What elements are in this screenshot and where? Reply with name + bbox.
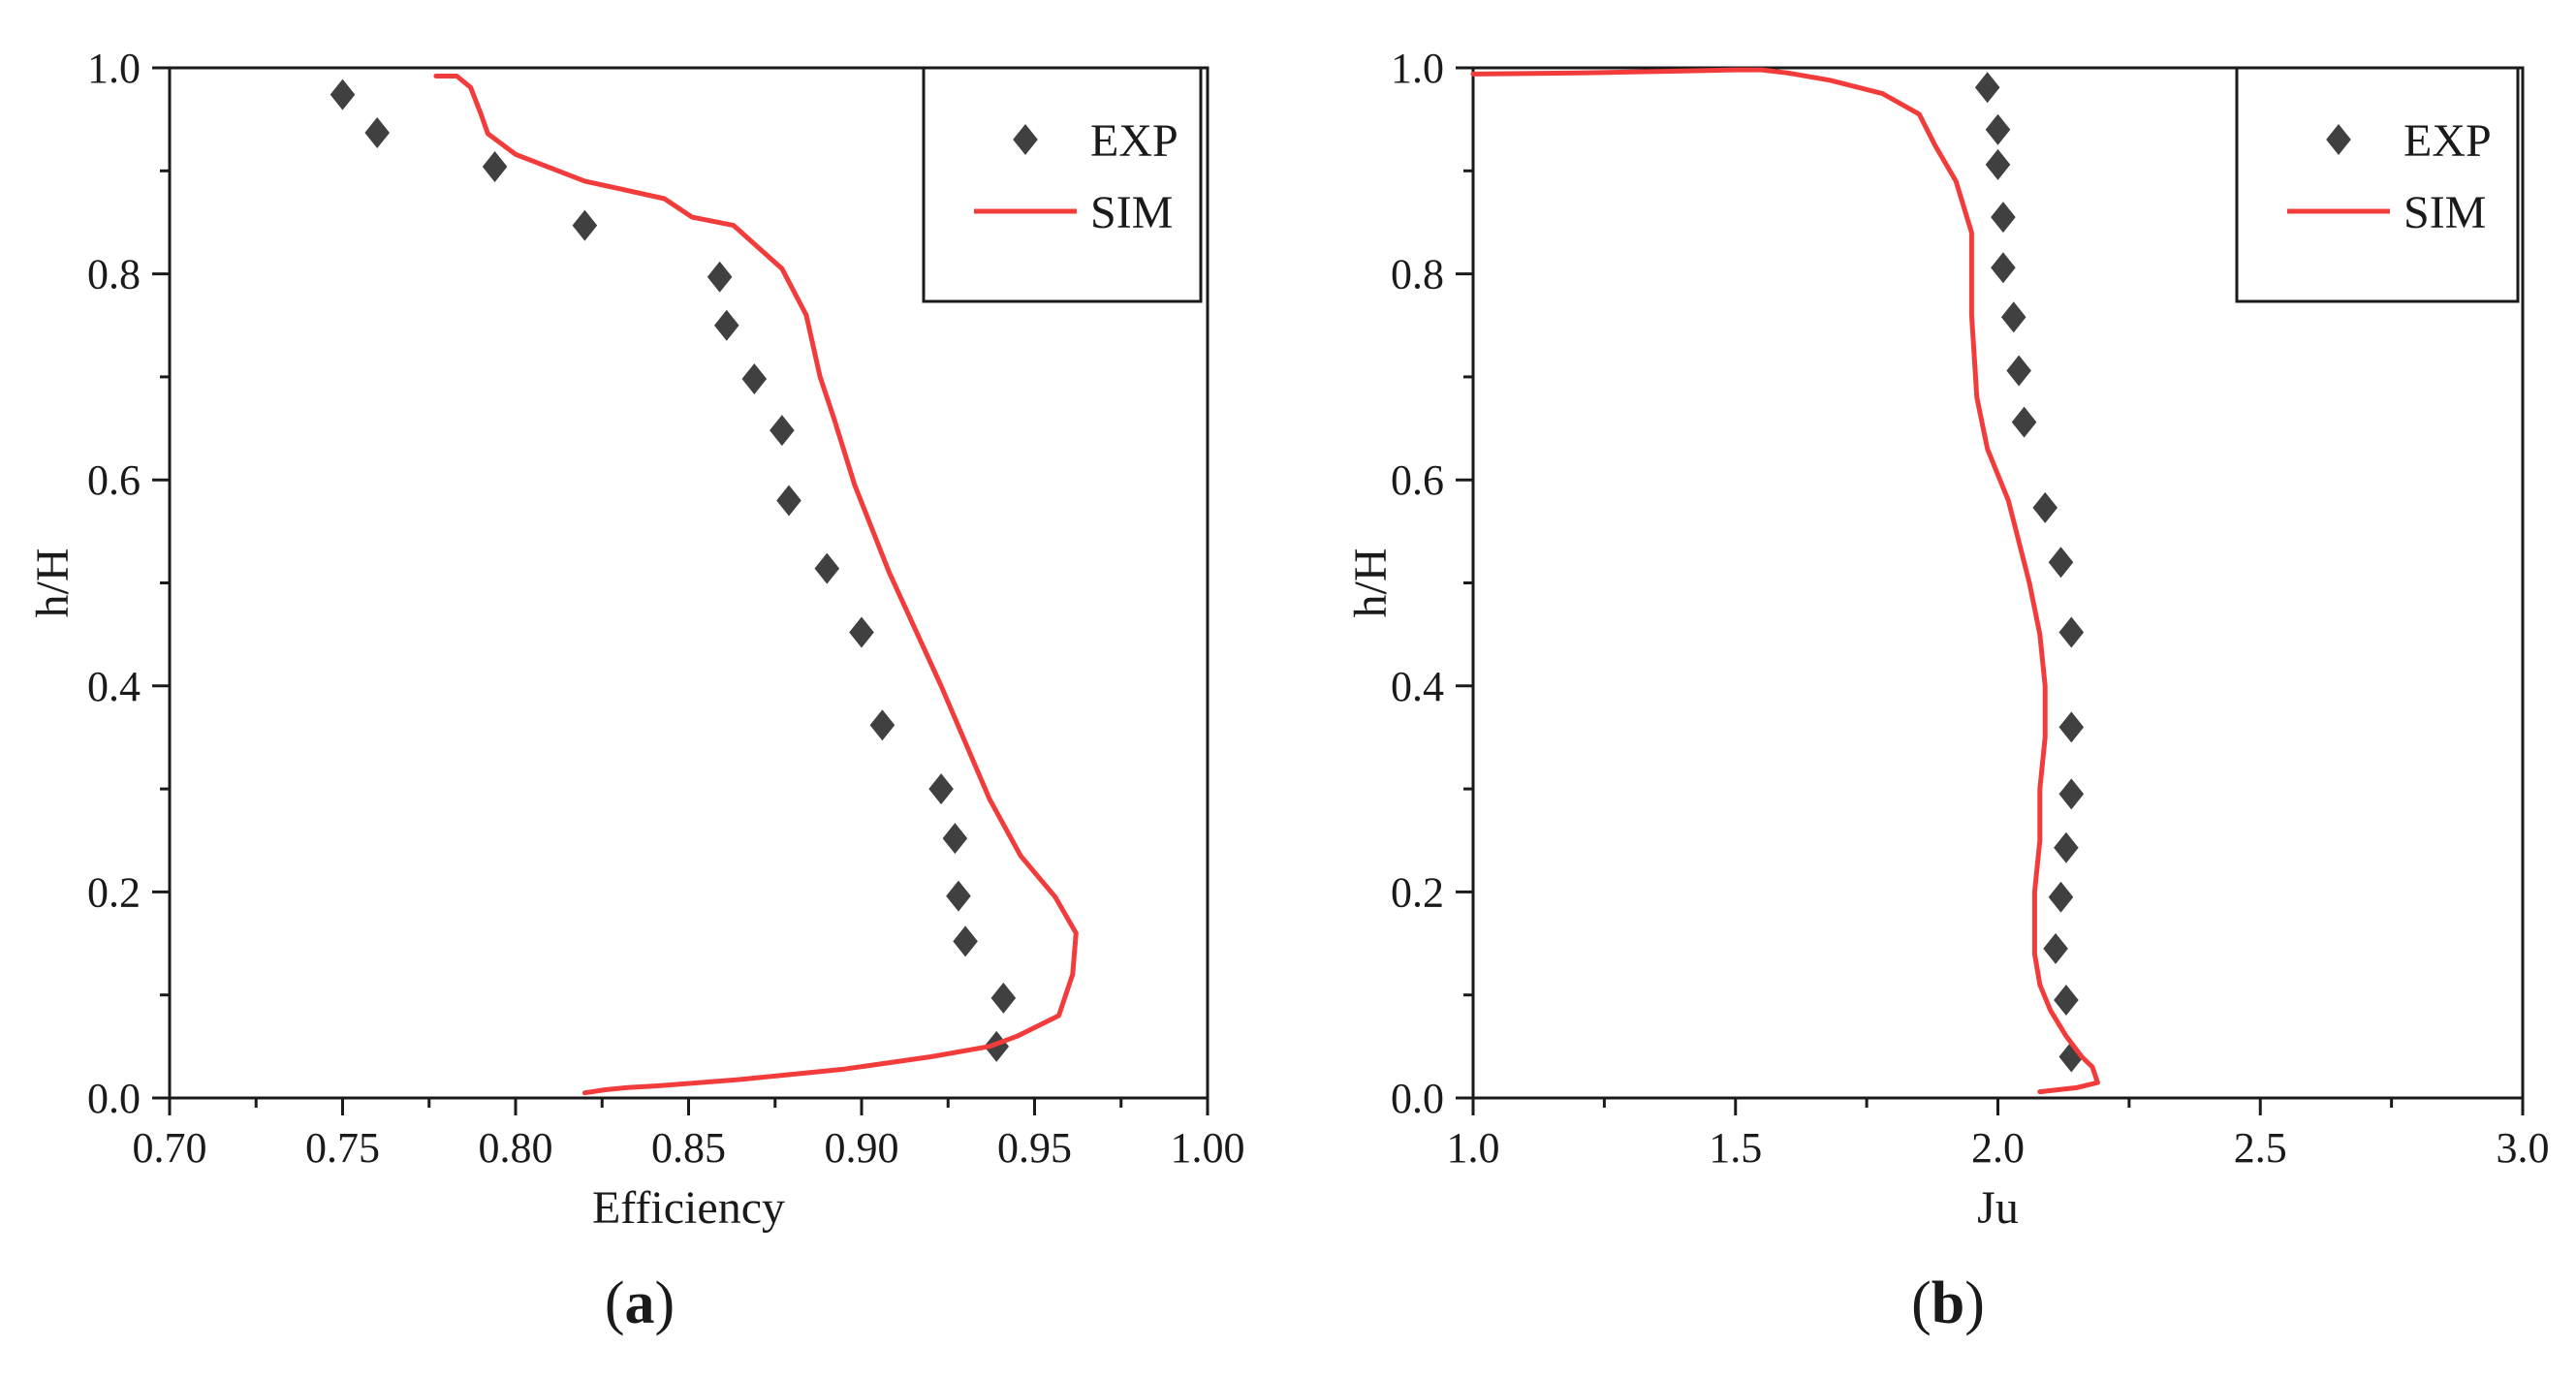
data-point-exp (2048, 881, 2074, 913)
legend-label-sim: SIM (2403, 187, 2486, 238)
data-point-exp (953, 925, 978, 957)
legend-label-exp: EXP (2403, 115, 2492, 167)
data-point-exp (1991, 202, 2016, 234)
data-point-exp (2058, 711, 2085, 743)
panel-label: (b) (1911, 1270, 1985, 1336)
data-point-exp (713, 309, 739, 341)
legend: EXP SIM (922, 66, 1203, 303)
x-tick-label: 0.70 (133, 1124, 207, 1172)
legend-box (922, 66, 1203, 303)
panel-label: (a) (605, 1270, 675, 1336)
data-point-exp (1985, 148, 2011, 180)
x-axis-title: Efficiency (592, 1182, 785, 1234)
data-point-exp (2048, 547, 2074, 579)
chart-panel-b: 1.0 1.5 2.0 2.5 3.0 0.0 0.2 0.4 0.6 0.8 1.0 Ju h/H EX… (1345, 45, 2550, 1336)
x-tick-label: 2.0 (1971, 1124, 2025, 1172)
x-tick-label: 3.0 (2497, 1124, 2550, 1172)
y-axis-title: h/H (1345, 548, 1397, 618)
data-point-exp (1985, 113, 2011, 145)
data-point-exp (946, 880, 971, 912)
legend-marker-exp (2326, 124, 2351, 155)
data-point-exp (2058, 778, 2085, 810)
y-tick-label: 0.0 (1391, 1075, 1444, 1122)
series-line-sim (1470, 67, 2100, 1095)
y-tick-label: 1.0 (1391, 45, 1444, 92)
data-point-exp (1974, 72, 2000, 104)
y-tick-label: 0.6 (87, 456, 141, 504)
y-tick-label: 0.8 (1391, 251, 1444, 298)
y-axis-title: h/H (27, 548, 79, 618)
x-tick-label: 0.80 (479, 1124, 553, 1172)
data-point-exp (2032, 491, 2058, 523)
data-point-exp (741, 363, 768, 395)
data-point-exp (330, 78, 356, 110)
data-point-exp (572, 209, 598, 241)
data-point-exp (2058, 616, 2085, 648)
data-point-exp (482, 151, 508, 183)
x-tick-label: 0.90 (825, 1124, 899, 1172)
x-tick-label: 0.75 (305, 1124, 380, 1172)
x-tick-label: 1.0 (1447, 1124, 1500, 1172)
x-axis-title: Ju (1977, 1182, 2019, 1234)
y-tick-label: 0.0 (87, 1075, 141, 1122)
y-tick-label: 0.8 (87, 251, 141, 298)
data-point-exp (869, 709, 895, 741)
y-tick-label: 0.4 (87, 663, 141, 710)
data-point-exp (814, 552, 840, 584)
x-tick-label: 0.95 (997, 1124, 1072, 1172)
data-point-exp (707, 261, 733, 293)
legend-box (2235, 66, 2520, 303)
series-line-sim (433, 74, 1079, 1096)
x-tick-label: 1.00 (1171, 1124, 1245, 1172)
data-point-exp (849, 616, 874, 648)
data-point-exp (1991, 252, 2016, 284)
y-tick-label: 0.4 (1391, 663, 1444, 710)
chart-panel-a: 0.70 0.75 0.80 0.85 0.90 0.95 1.00 0.0 0.2 0.4 0.6… (27, 45, 1245, 1336)
x-tick-label: 0.85 (651, 1124, 726, 1172)
data-point-exp (770, 415, 795, 447)
y-tick-label: 1.0 (87, 45, 141, 92)
y-tick-label: 0.2 (1391, 868, 1444, 916)
data-point-exp (942, 823, 968, 855)
data-point-exp (928, 773, 954, 805)
data-point-exp (984, 1030, 1010, 1062)
legend-label-sim: SIM (1090, 187, 1173, 238)
legend-marker-exp (1013, 124, 1038, 155)
legend: EXP SIM (2235, 66, 2520, 303)
y-tick-label: 0.2 (87, 868, 141, 916)
data-point-exp (2043, 932, 2068, 964)
data-point-exp (2054, 831, 2079, 863)
y-tick-label: 0.6 (1391, 456, 1444, 504)
data-point-exp (776, 485, 801, 517)
data-point-exp (364, 116, 390, 148)
data-point-exp (2054, 985, 2079, 1017)
data-point-exp (990, 982, 1017, 1014)
legend-label-exp: EXP (1090, 115, 1178, 167)
data-point-exp (2000, 301, 2026, 333)
x-tick-label: 1.5 (1709, 1124, 1762, 1172)
data-point-exp (2011, 406, 2037, 438)
x-tick-label: 2.5 (2234, 1124, 2287, 1172)
data-point-exp (2006, 355, 2031, 387)
